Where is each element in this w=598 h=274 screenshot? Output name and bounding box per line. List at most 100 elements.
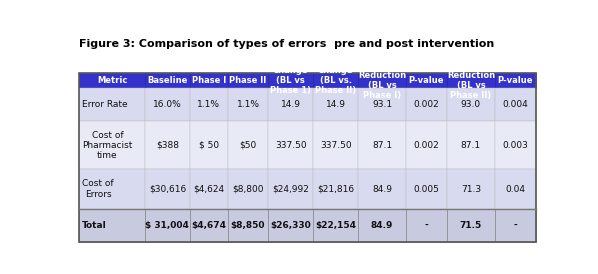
Text: $24,992: $24,992: [272, 184, 309, 193]
Bar: [145, 169, 190, 209]
Text: Total: Total: [82, 221, 107, 230]
Text: 337.50: 337.50: [320, 141, 352, 150]
Text: Error Rate: Error Rate: [82, 100, 128, 109]
Text: 0.004: 0.004: [502, 100, 528, 109]
Text: -: -: [514, 221, 517, 230]
Bar: [145, 209, 190, 242]
Text: P-value: P-value: [498, 76, 533, 85]
Text: 0.002: 0.002: [414, 100, 440, 109]
Bar: [313, 209, 358, 242]
Bar: [80, 73, 536, 242]
Text: $21,816: $21,816: [317, 184, 355, 193]
Text: $8,850: $8,850: [231, 221, 266, 230]
Bar: [268, 88, 313, 121]
Bar: [80, 209, 145, 242]
Bar: [145, 73, 190, 88]
Text: Change
(BL vs.
Phase II): Change (BL vs. Phase II): [315, 66, 356, 95]
Bar: [190, 121, 228, 169]
Text: 14.9: 14.9: [326, 100, 346, 109]
Bar: [190, 88, 228, 121]
Text: 14.9: 14.9: [280, 100, 301, 109]
Bar: [190, 169, 228, 209]
Text: 71.3: 71.3: [461, 184, 481, 193]
Bar: [447, 73, 495, 88]
Bar: [228, 88, 268, 121]
Bar: [406, 209, 447, 242]
Bar: [447, 169, 495, 209]
Text: %
Reduction
(BL vs
Phase I): % Reduction (BL vs Phase I): [358, 61, 406, 100]
Text: $8,800: $8,800: [232, 184, 264, 193]
Bar: [406, 121, 447, 169]
Bar: [358, 121, 406, 169]
Text: 0.003: 0.003: [502, 141, 528, 150]
Text: 1.1%: 1.1%: [236, 100, 260, 109]
Bar: [313, 121, 358, 169]
Text: 16.0%: 16.0%: [153, 100, 182, 109]
Bar: [228, 121, 268, 169]
Bar: [145, 88, 190, 121]
Bar: [406, 169, 447, 209]
Bar: [495, 88, 536, 121]
Text: $4,624: $4,624: [193, 184, 224, 193]
Text: 1.1%: 1.1%: [197, 100, 221, 109]
Text: %
Reduction
(BL vs
Phase II): % Reduction (BL vs Phase II): [447, 61, 495, 100]
Text: Figure 3: Comparison of types of errors  pre and post intervention: Figure 3: Comparison of types of errors …: [80, 39, 495, 49]
Bar: [268, 209, 313, 242]
Text: $388: $388: [156, 141, 179, 150]
Text: 93.0: 93.0: [461, 100, 481, 109]
Text: Metric: Metric: [97, 76, 127, 85]
Bar: [313, 88, 358, 121]
Bar: [190, 209, 228, 242]
Text: 87.1: 87.1: [461, 141, 481, 150]
Text: Cost of
Errors: Cost of Errors: [82, 179, 114, 199]
Bar: [268, 121, 313, 169]
Bar: [313, 169, 358, 209]
Text: $22,154: $22,154: [315, 221, 356, 230]
Bar: [495, 121, 536, 169]
Text: 337.50: 337.50: [275, 141, 306, 150]
Bar: [447, 209, 495, 242]
Bar: [313, 73, 358, 88]
Bar: [447, 88, 495, 121]
Text: Baseline: Baseline: [147, 76, 188, 85]
Bar: [268, 73, 313, 88]
Text: $50: $50: [239, 141, 257, 150]
Bar: [358, 169, 406, 209]
Text: Phase I: Phase I: [192, 76, 226, 85]
Text: $4,674: $4,674: [191, 221, 227, 230]
Text: 93.1: 93.1: [372, 100, 392, 109]
Text: Phase II: Phase II: [230, 76, 267, 85]
Text: -: -: [425, 221, 428, 230]
Bar: [406, 88, 447, 121]
Bar: [358, 209, 406, 242]
Bar: [447, 121, 495, 169]
Text: 87.1: 87.1: [372, 141, 392, 150]
Text: 84.9: 84.9: [371, 221, 393, 230]
Text: 84.9: 84.9: [372, 184, 392, 193]
Bar: [495, 209, 536, 242]
Bar: [80, 121, 145, 169]
Bar: [495, 73, 536, 88]
Bar: [358, 73, 406, 88]
Text: 0.005: 0.005: [414, 184, 440, 193]
Text: P-value: P-value: [409, 76, 444, 85]
Bar: [358, 88, 406, 121]
Bar: [406, 73, 447, 88]
Text: 0.002: 0.002: [414, 141, 440, 150]
Text: $26,330: $26,330: [270, 221, 311, 230]
Bar: [80, 73, 145, 88]
Text: $30,616: $30,616: [149, 184, 186, 193]
Bar: [80, 169, 145, 209]
Text: Cost of
Pharmacist
time: Cost of Pharmacist time: [82, 131, 133, 160]
Text: 0.04: 0.04: [505, 184, 525, 193]
Bar: [80, 88, 145, 121]
Text: 71.5: 71.5: [460, 221, 482, 230]
Bar: [145, 121, 190, 169]
Bar: [228, 169, 268, 209]
Bar: [190, 73, 228, 88]
Bar: [228, 73, 268, 88]
Text: $ 50: $ 50: [199, 141, 219, 150]
Bar: [228, 209, 268, 242]
Bar: [495, 169, 536, 209]
Bar: [268, 169, 313, 209]
